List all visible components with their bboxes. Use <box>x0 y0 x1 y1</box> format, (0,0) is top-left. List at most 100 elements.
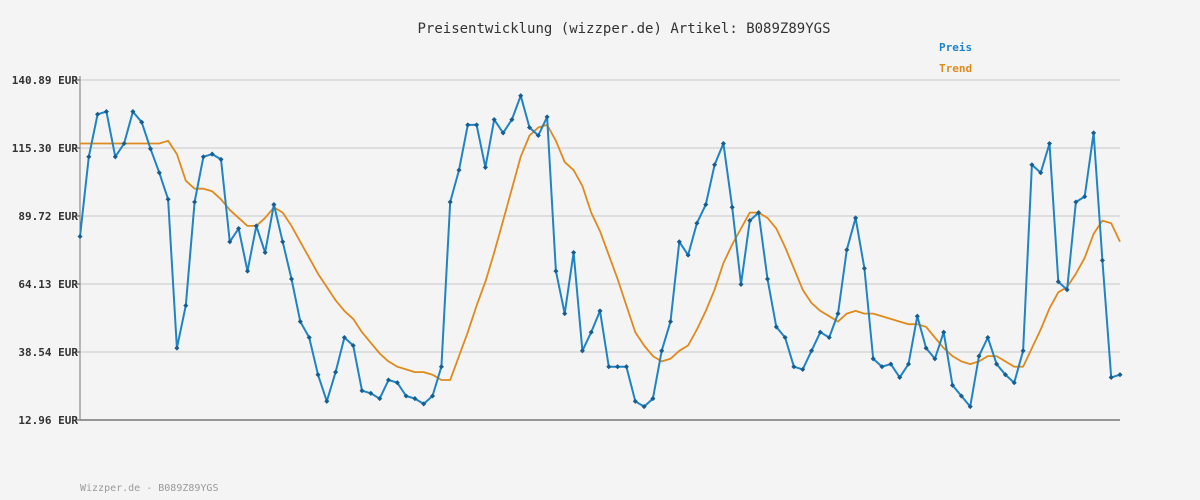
price-point <box>985 334 991 341</box>
price-point <box>385 377 392 383</box>
price-point <box>368 390 374 396</box>
price-point <box>738 281 744 287</box>
price-point <box>456 167 462 173</box>
y-tick-label: 89.72 EUR <box>18 210 78 223</box>
price-point <box>764 276 771 282</box>
price-point <box>694 220 700 226</box>
price-point <box>236 225 242 232</box>
price-point <box>861 265 867 271</box>
price-point <box>800 366 806 372</box>
y-tick-label: 64.13 EUR <box>18 278 78 291</box>
price-point <box>324 398 330 404</box>
price-point <box>949 382 956 388</box>
price-point <box>553 268 559 274</box>
price-point <box>941 329 947 335</box>
price-point <box>808 348 815 354</box>
price-point <box>870 356 876 362</box>
price-point <box>1117 372 1123 378</box>
axes <box>79 76 1120 421</box>
price-point <box>350 342 356 349</box>
price-point <box>438 364 444 370</box>
price-point <box>227 239 233 245</box>
price-point <box>165 196 171 202</box>
price-point <box>77 233 83 240</box>
y-tick-label: 38.54 EUR <box>18 346 78 359</box>
chart-title: Preisentwicklung (wizzper.de) Artikel: B… <box>417 21 830 37</box>
price-point <box>271 202 277 208</box>
price-point <box>667 319 674 325</box>
price-point <box>1108 374 1114 380</box>
price-point <box>482 164 488 170</box>
price-point <box>447 199 453 205</box>
price-point <box>659 348 665 354</box>
price-point <box>474 122 480 128</box>
price-point <box>571 249 577 256</box>
price-point <box>844 247 850 253</box>
price-point <box>465 122 471 128</box>
y-tick-labels: 140.89 EUR 115.30 EUR 89.72 EUR 64.13 EUR 38… <box>12 74 79 427</box>
price-point <box>826 334 832 341</box>
y-tick-label: 140.89 EUR <box>12 74 79 87</box>
grid-lines <box>76 79 1120 421</box>
price-point <box>130 109 136 115</box>
price-point <box>562 311 568 317</box>
price-point <box>729 204 735 210</box>
price-point <box>835 311 841 317</box>
price-point <box>421 401 427 407</box>
price-point <box>288 276 295 282</box>
price-point <box>1082 194 1088 200</box>
price-point <box>412 396 418 402</box>
price-point <box>500 130 506 136</box>
price-point <box>297 319 303 325</box>
price-point <box>209 151 215 157</box>
footer-text: Wizzper.de - B089Z89YGS <box>80 483 218 494</box>
price-point <box>623 364 629 370</box>
price-point <box>853 215 859 221</box>
trend-line <box>80 124 1121 381</box>
price-line <box>79 94 1121 408</box>
trend-series <box>80 124 1121 381</box>
price-point <box>244 268 251 274</box>
price-point <box>95 111 101 117</box>
price-point <box>139 119 145 125</box>
price-point <box>341 334 347 341</box>
price-point <box>218 156 224 162</box>
price-point <box>147 146 154 152</box>
price-point <box>103 109 109 115</box>
legend-preis: Preis <box>939 41 972 54</box>
price-point <box>183 303 189 309</box>
price-point <box>1029 162 1035 168</box>
price-point <box>280 239 286 245</box>
price-point <box>359 388 365 394</box>
price-point <box>377 396 383 402</box>
price-point <box>720 140 726 147</box>
y-tick-label: 115.30 EUR <box>12 142 79 155</box>
price-point <box>394 380 400 386</box>
price-point <box>597 308 603 314</box>
price-point <box>1099 257 1105 263</box>
price-point <box>650 396 656 402</box>
price-point <box>914 313 920 319</box>
price-point <box>1046 140 1053 147</box>
price-point <box>897 374 903 380</box>
price-point <box>1091 130 1097 136</box>
price-point <box>1064 287 1070 293</box>
price-point <box>262 249 268 256</box>
price-point <box>315 372 321 378</box>
price-point <box>615 364 621 370</box>
price-point <box>429 393 436 399</box>
price-point <box>606 364 612 370</box>
price-point <box>403 393 409 399</box>
price-point <box>518 93 524 99</box>
price-point <box>1038 170 1044 176</box>
price-series <box>77 93 1123 410</box>
price-point <box>306 334 312 341</box>
price-point <box>174 345 180 351</box>
price-point <box>773 324 779 330</box>
price-point <box>1002 372 1008 378</box>
price-point <box>86 154 92 160</box>
price-point <box>200 154 206 160</box>
price-point <box>791 364 797 370</box>
